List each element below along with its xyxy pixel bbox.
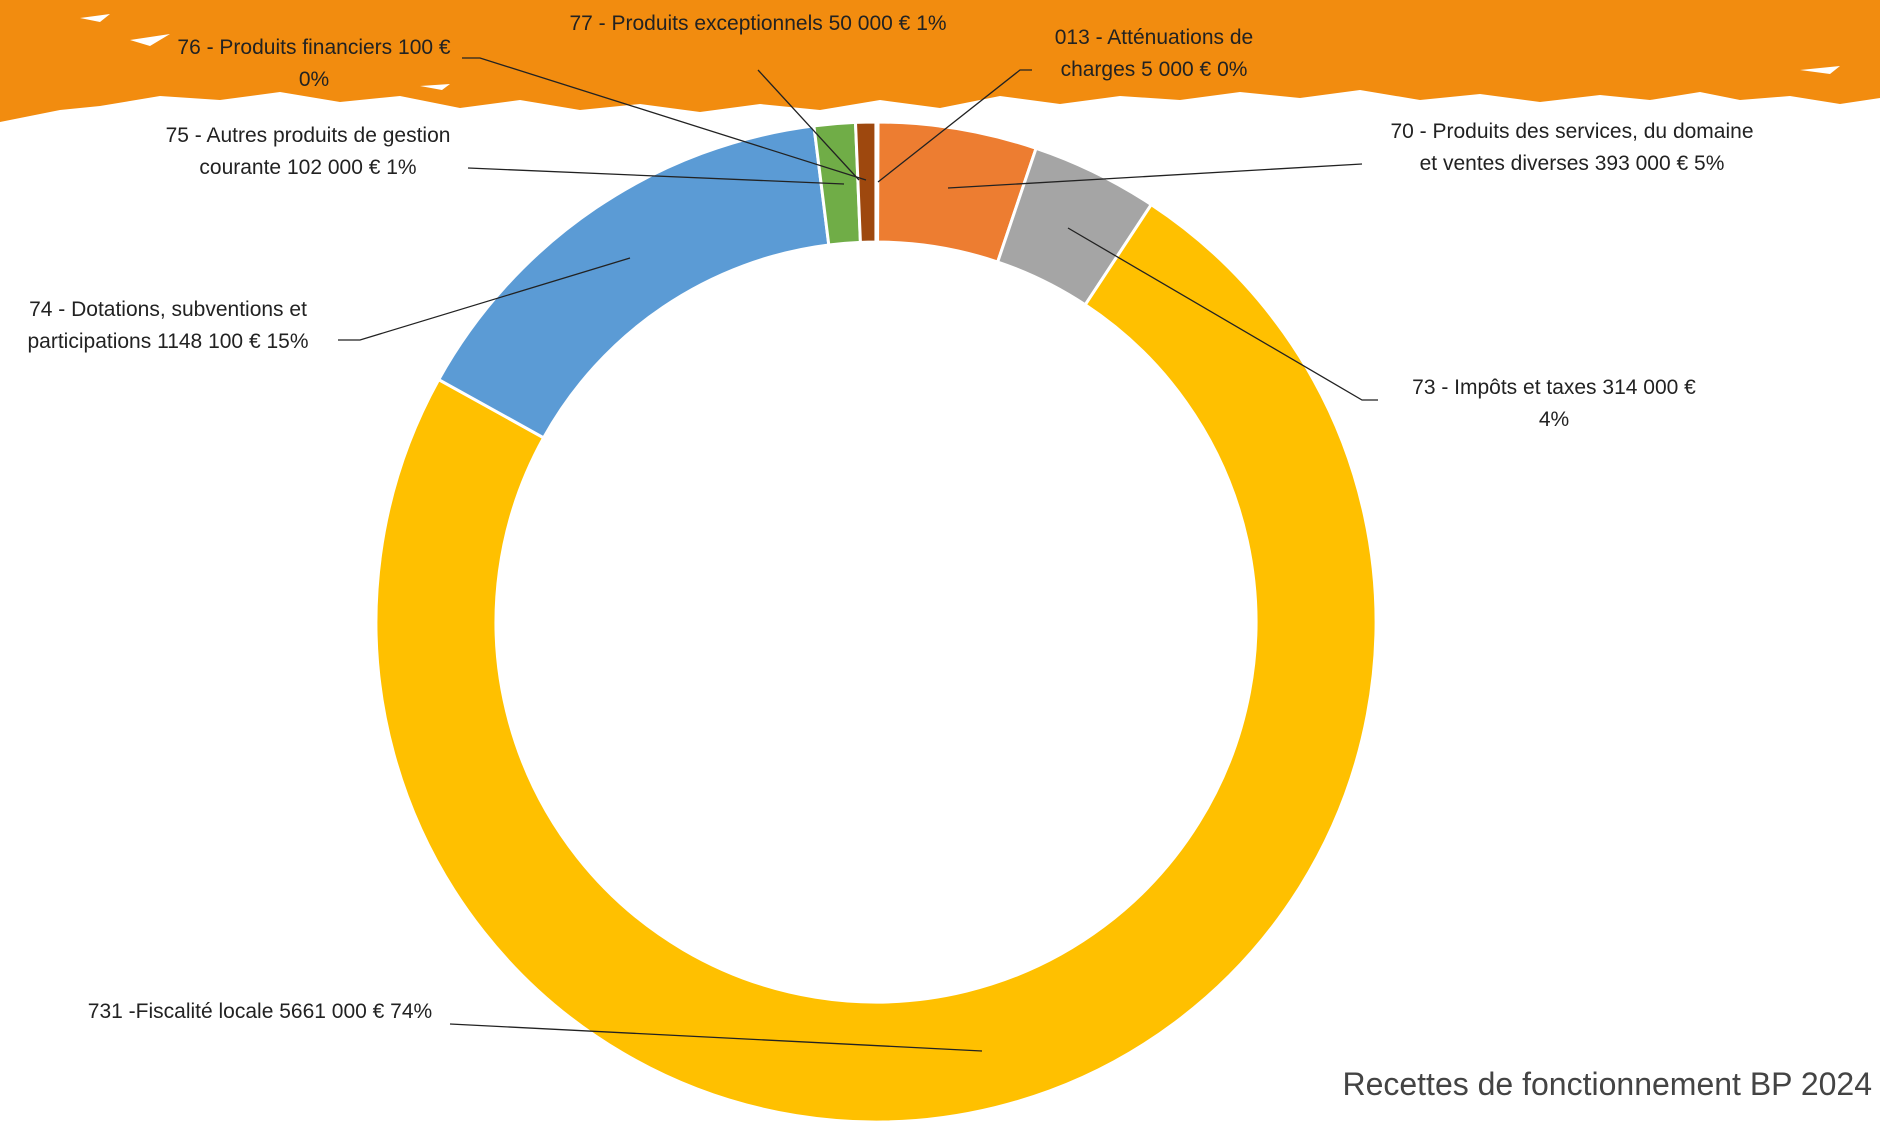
percent-label: 5% xyxy=(1694,152,1724,175)
value-label: 1148 100 € xyxy=(157,330,261,353)
percent-label: 15% xyxy=(266,330,308,353)
data-label: 73 - Impôts et taxes 314 000 € 4% xyxy=(1409,372,1699,436)
value-label: 5 000 € xyxy=(1141,58,1211,81)
category: 76 - Produits financiers xyxy=(177,36,398,59)
percent-label: 4% xyxy=(1539,408,1569,431)
data-label: 74 - Dotations, subventions et participa… xyxy=(18,294,318,358)
value-label: 314 000 € xyxy=(1602,376,1695,399)
percent-label: 1% xyxy=(386,156,416,179)
percent-label: 0% xyxy=(299,68,329,91)
data-label: 76 - Produits financiers 100 € 0% xyxy=(169,32,459,96)
category: 73 - Impôts et taxes xyxy=(1412,376,1596,399)
data-label: 013 - Atténuations de charges 5 000 € 0% xyxy=(1052,22,1257,86)
page: 013 - Atténuations de charges 5 000 € 0%… xyxy=(0,0,1880,1125)
value-label: 5661 000 € xyxy=(279,1000,384,1023)
category: 731 -Fiscalité locale xyxy=(88,1000,274,1023)
data-label: 75 - Autres produits de gestion courante… xyxy=(163,120,453,184)
percent-label: 0% xyxy=(1217,58,1247,81)
value-label: 100 € xyxy=(398,36,451,59)
chart-title: Recettes de fonctionnement BP 2024 xyxy=(1342,1066,1872,1103)
category: 77 - Produits exceptionnels xyxy=(569,12,822,35)
donut-slice xyxy=(439,126,829,438)
data-label: 70 - Produits des services, du domaine e… xyxy=(1382,116,1762,180)
percent-label: 74% xyxy=(390,1000,432,1023)
value-label: 50 000 € xyxy=(829,12,911,35)
donut-slice xyxy=(855,122,875,242)
value-label: 393 000 € xyxy=(1595,152,1688,175)
percent-label: 1% xyxy=(916,12,946,35)
data-label: 77 - Produits exceptionnels 50 000 € 1% xyxy=(508,8,1008,40)
value-label: 102 000 € xyxy=(287,156,380,179)
data-label: 731 -Fiscalité locale 5661 000 € 74% xyxy=(60,996,460,1028)
